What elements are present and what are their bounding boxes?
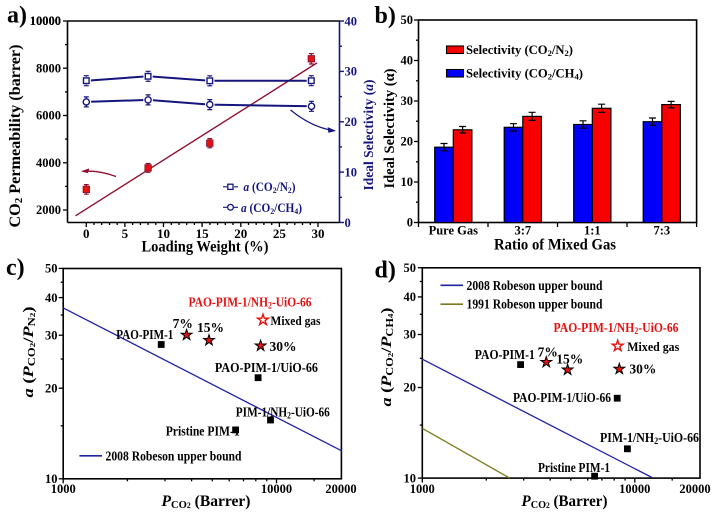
svg-text:2008 Robeson upper bound: 2008 Robeson upper bound	[106, 448, 242, 463]
svg-text:25: 25	[273, 226, 287, 241]
svg-text:a): a)	[7, 3, 27, 29]
svg-text:Loading Weight (%): Loading Weight (%)	[142, 239, 269, 256]
svg-text:30: 30	[404, 328, 417, 342]
svg-text:15%: 15%	[197, 320, 224, 335]
svg-text:0: 0	[345, 216, 351, 230]
svg-text:30: 30	[311, 226, 324, 241]
svg-text:PAO-PIM-1: PAO-PIM-1	[116, 327, 173, 342]
svg-text:20: 20	[45, 381, 58, 395]
svg-text:Ratio of Mixed Gas: Ratio of Mixed Gas	[494, 237, 616, 254]
svg-text:1:1: 1:1	[584, 224, 601, 238]
svg-text:4000: 4000	[36, 156, 61, 170]
svg-text:Pristine PIM-1: Pristine PIM-1	[166, 423, 240, 438]
svg-text:7:3: 7:3	[653, 224, 670, 238]
svg-text:20: 20	[345, 115, 358, 129]
svg-text:PAO-PIM-1/NH2-UiO-66: PAO-PIM-1/NH2-UiO-66	[189, 296, 312, 312]
svg-text:Selectivity (CO2/N2): Selectivity (CO2/N2)	[466, 43, 573, 58]
svg-text:20: 20	[234, 226, 247, 241]
svg-text:10000: 10000	[261, 482, 292, 496]
svg-text:40: 40	[401, 54, 414, 68]
svg-text:b): b)	[375, 3, 396, 29]
svg-text:10: 10	[45, 472, 58, 486]
svg-text:PAO-PIM-1/UiO-66: PAO-PIM-1/UiO-66	[513, 390, 611, 405]
svg-text:c): c)	[6, 255, 25, 281]
svg-text:PIM-1/NH2-UiO-66: PIM-1/NH2-UiO-66	[600, 430, 699, 446]
svg-text:Pure Gas: Pure Gas	[429, 224, 479, 238]
svg-text:PAO-PIM-1/NH2-UiO-66: PAO-PIM-1/NH2-UiO-66	[554, 321, 679, 337]
svg-text:10: 10	[345, 165, 358, 179]
svg-text:2008 Robeson upper bound: 2008 Robeson upper bound	[467, 278, 603, 293]
svg-text:8000: 8000	[36, 61, 61, 75]
svg-text:Ideal Selectivity (α): Ideal Selectivity (α)	[382, 68, 398, 188]
svg-text:0: 0	[83, 226, 90, 241]
svg-text:10: 10	[404, 471, 417, 485]
svg-text:20: 20	[404, 381, 417, 395]
svg-text:1000: 1000	[410, 482, 435, 496]
svg-text:15: 15	[196, 226, 210, 241]
svg-text:2000: 2000	[36, 203, 61, 217]
svg-text:Ideal Selectivity (a): Ideal Selectivity (a)	[361, 80, 376, 191]
svg-text:3:7: 3:7	[514, 224, 531, 238]
svg-text:CO2 Permeability (barrer): CO2 Permeability (barrer)	[7, 45, 25, 228]
svg-text:d): d)	[375, 258, 396, 284]
svg-text:10: 10	[157, 226, 170, 241]
svg-text:20000: 20000	[679, 482, 710, 496]
svg-text:Selectivity (CO2/CH4): Selectivity (CO2/CH4)	[466, 67, 583, 82]
svg-text:40: 40	[45, 291, 58, 305]
svg-text:7%: 7%	[538, 345, 558, 360]
svg-text:30%: 30%	[270, 339, 297, 354]
svg-text:50: 50	[404, 261, 417, 275]
svg-text:Pristine PIM-1: Pristine PIM-1	[538, 460, 610, 475]
svg-text:10000: 10000	[619, 482, 650, 496]
svg-text:a (PCO2/PN2): a (PCO2/PN2)	[21, 307, 38, 398]
svg-text:30: 30	[45, 328, 58, 342]
svg-text:10000: 10000	[30, 14, 61, 28]
svg-text:1991 Robeson upper bound: 1991 Robeson upper bound	[467, 297, 603, 312]
svg-text:PIM-1/NH2-UiO-66: PIM-1/NH2-UiO-66	[236, 404, 330, 420]
svg-text:20: 20	[401, 135, 414, 149]
svg-text:40: 40	[345, 14, 358, 28]
svg-text:PAO-PIM-1/UiO-66: PAO-PIM-1/UiO-66	[215, 360, 318, 375]
svg-text:10000: 10000	[30, 14, 61, 28]
svg-text:30: 30	[345, 65, 358, 79]
svg-text:30: 30	[401, 94, 414, 108]
svg-text:a (CO2/CH4): a (CO2/CH4)	[241, 201, 302, 216]
svg-text:7%: 7%	[173, 316, 193, 331]
svg-text:20000: 20000	[325, 482, 356, 496]
svg-text:30%: 30%	[629, 361, 656, 376]
svg-text:PAO-PIM-1: PAO-PIM-1	[475, 347, 535, 362]
svg-text:50: 50	[45, 262, 58, 276]
svg-text:Mixed gas: Mixed gas	[627, 339, 679, 354]
svg-text:10: 10	[401, 175, 414, 189]
svg-text:5: 5	[122, 226, 129, 241]
svg-text:a (CO2/N2): a (CO2/N2)	[244, 180, 296, 195]
svg-text:1000: 1000	[51, 482, 76, 496]
svg-text:0: 0	[407, 216, 413, 230]
svg-text:6000: 6000	[36, 109, 61, 123]
svg-text:15%: 15%	[556, 351, 583, 366]
svg-text:40: 40	[404, 290, 417, 304]
svg-text:Mixed gas: Mixed gas	[271, 313, 321, 328]
svg-text:50: 50	[401, 13, 414, 27]
